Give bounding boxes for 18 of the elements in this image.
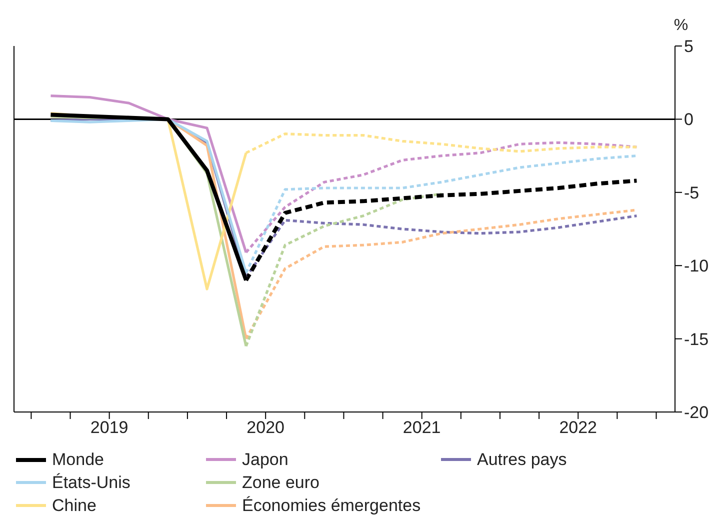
y-tick-label: 5 bbox=[684, 37, 694, 56]
y-tick-label: -20 bbox=[684, 403, 709, 422]
y-tick-label: -15 bbox=[684, 330, 709, 349]
y-axis-title: % bbox=[674, 17, 688, 34]
x-tick-label: 2020 bbox=[246, 418, 284, 438]
legend-label: Japon bbox=[242, 450, 288, 470]
legend-label: Chine bbox=[52, 496, 96, 516]
y-tick-label: -10 bbox=[684, 256, 709, 276]
y-tick-label: -5 bbox=[684, 183, 700, 202]
x-tick-label: 2019 bbox=[90, 418, 128, 438]
legend-label: Économies émergentes bbox=[242, 496, 421, 516]
y-tick-label: 0 bbox=[684, 110, 694, 130]
legend-label: Autres pays bbox=[477, 450, 567, 470]
legend-label: États-Unis bbox=[52, 472, 130, 492]
legend-label: Monde bbox=[52, 450, 104, 470]
x-tick-label: 2022 bbox=[559, 418, 598, 438]
x-tick-label: 2021 bbox=[402, 418, 441, 438]
legend-label: Zone euro bbox=[242, 472, 320, 492]
